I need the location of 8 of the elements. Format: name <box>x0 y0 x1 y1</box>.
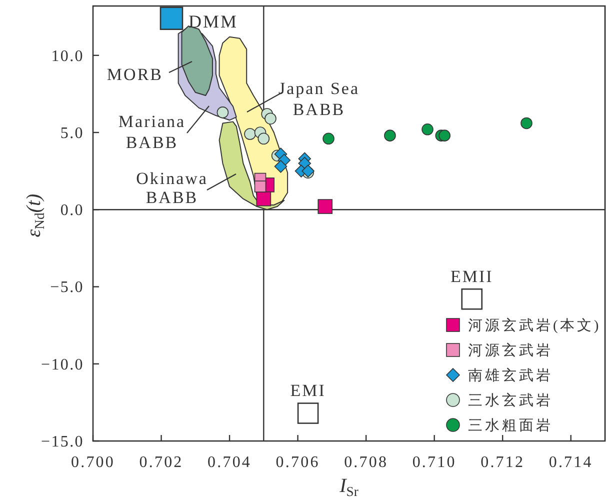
annotation: Okinawa BABB <box>136 169 208 207</box>
annotation: MORB <box>106 65 163 84</box>
annotation: EMII <box>450 267 494 286</box>
annotation: Mariana BABB <box>118 112 186 152</box>
annotation: DMM <box>188 11 238 32</box>
annotation: EMI <box>290 381 326 400</box>
annotation: Japan Sea BABB <box>278 79 360 119</box>
x-axis-title: I$_{Sr}$ <box>340 475 358 500</box>
